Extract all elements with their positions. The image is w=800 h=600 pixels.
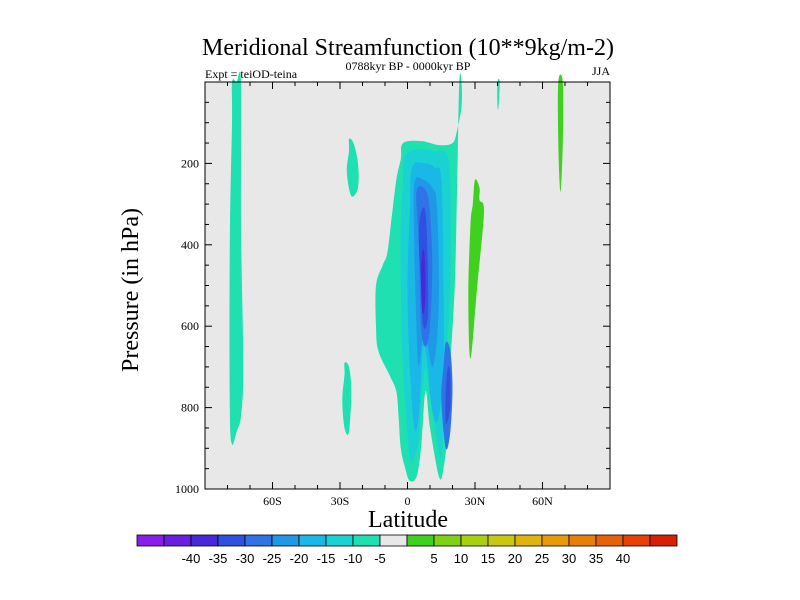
colorbar-label: 40 [616,551,630,566]
colorbar-swatch [244,534,273,547]
colorbar-label: -5 [374,551,386,566]
chart-title: Meridional Streamfunction (10**9kg/m-2) [202,35,614,61]
colorbar-label: -40 [182,551,201,566]
colorbar-label: 20 [508,551,522,566]
colorbar-swatch [460,534,489,547]
colorbar-label: -30 [236,551,255,566]
colorbar-swatch [541,534,570,547]
colorbar-swatch [433,534,462,547]
y-tick-label: 600 [181,319,199,333]
axis-ticks: 60S 30S 0 30N 60N 200 400 600 800 1000 [175,82,610,508]
colorbar-swatch [190,534,219,547]
colorbar-label: 5 [430,551,437,566]
y-tick-label: 1000 [175,482,199,496]
contour-region-6 [497,78,500,110]
plot-area: 60S 30S 0 30N 60N 200 400 600 800 1000 [175,71,611,508]
colorbar-swatch [217,534,246,547]
contour-region-1 [346,138,359,197]
colorbar-label: -20 [290,551,309,566]
y-tick-label: 800 [181,401,199,415]
colorbar-swatch [514,534,543,547]
colorbar-swatch [487,534,516,547]
x-axis-title: Latitude [368,507,448,533]
contour-region-14 [421,249,426,314]
contour-region-5 [557,74,564,192]
x-tick-label: 60N [532,494,553,508]
contour-region-4 [468,179,485,359]
colorbar-label: 30 [562,551,576,566]
colorbar-label: 15 [481,551,495,566]
x-tick-label: 30S [331,494,350,508]
y-axis-title: Pressure (in hPa) [118,208,144,372]
season-label: JJA [592,64,610,78]
colorbar-label: 10 [454,551,468,566]
colorbar-swatch [298,534,327,547]
y-tick-label: 200 [181,156,199,170]
colorbar-swatch [163,534,192,547]
colorbar-swatch [271,534,300,547]
colorbar-label: -10 [344,551,363,566]
colorbar-swatch [136,534,165,547]
experiment-label: Expt = teiOD-teina [205,67,298,81]
colorbar-swatch [649,534,678,547]
x-tick-label: 0 [405,494,411,508]
contour-region-13 [445,366,451,425]
colorbar-swatch [379,534,408,547]
colorbar-swatch [325,534,354,547]
colorbar-label: 35 [589,551,603,566]
colorbar-label: -25 [263,551,282,566]
colorbar-label: 25 [535,551,549,566]
colorbar-label: -35 [209,551,228,566]
time-range-label: 0788kyr BP - 0000kyr BP [346,59,471,73]
x-tick-label: 60S [263,494,282,508]
contour-region-2 [342,362,352,435]
colorbar-swatch [622,534,651,547]
contour-fills [229,71,564,482]
colorbar-label: -15 [317,551,336,566]
colorbar-swatch [568,534,597,547]
colorbar-swatch [406,534,435,547]
y-tick-label: 400 [181,238,199,252]
colorbar: -40 -35 -30 -25 -20 -15 -10 -5 5 10 15 20 25 30 35 40 [136,534,678,566]
colorbar-swatch [352,534,381,547]
contour-region-0 [229,71,244,446]
x-tick-label: 30N [465,494,486,508]
colorbar-swatch [595,534,624,547]
